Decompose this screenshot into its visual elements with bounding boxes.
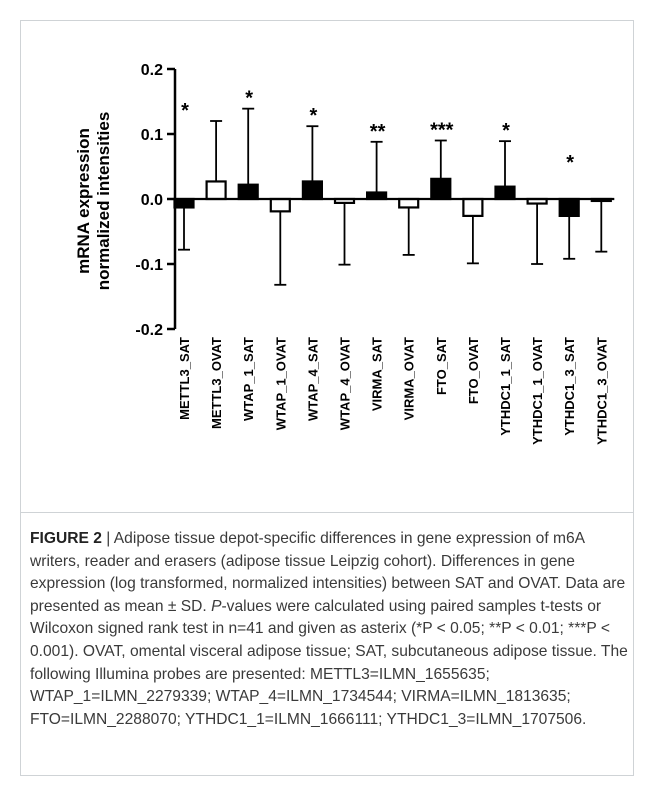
- figure-caption: FIGURE 2 | Adipose tissue depot-specific…: [30, 528, 630, 731]
- x-tick-label: METTL3_OVAT: [209, 337, 224, 429]
- figure-area: mRNA expression normalized intensities -…: [21, 21, 635, 531]
- x-tick-label: WTAP_4_SAT: [305, 337, 320, 421]
- y-tick-label: 0.2: [141, 62, 163, 79]
- significance-label: *: [310, 105, 318, 127]
- y-tick-label: -0.2: [135, 322, 163, 339]
- bar: [430, 177, 452, 201]
- y-axis: -0.2 -0.1 0.0 0.1 0.2: [135, 62, 177, 339]
- figure-label: FIGURE 2: [30, 530, 102, 547]
- y-tick-label: 0.1: [141, 127, 163, 144]
- bars: [173, 177, 612, 217]
- bar: [558, 197, 580, 217]
- figure-frame: mRNA expression normalized intensities -…: [20, 20, 634, 776]
- x-tick-label: FTO_OVAT: [466, 337, 481, 404]
- caption-p-italic: P: [211, 597, 222, 615]
- bar: [205, 180, 227, 201]
- x-tick-label: YTHDC1_3_SAT: [562, 337, 577, 436]
- x-tick-label: WTAP_1_SAT: [241, 337, 256, 421]
- x-tick-label: FTO_SAT: [434, 337, 449, 395]
- y-axis-label-line1: mRNA expression: [74, 128, 93, 274]
- significance-label: **: [370, 121, 386, 143]
- bar: [301, 180, 323, 201]
- x-tick-label: VIRMA_SAT: [370, 337, 385, 411]
- x-tick-label: VIRMA_OVAT: [402, 337, 417, 420]
- x-tick-label: WTAP_1_OVAT: [273, 337, 288, 430]
- bar: [462, 197, 484, 217]
- bar: [237, 183, 259, 201]
- x-tick-label: YTHDC1_1_SAT: [498, 337, 513, 436]
- error-bars: [178, 107, 608, 286]
- x-tick-label: WTAP_4_OVAT: [338, 337, 353, 430]
- bar-chart: mRNA expression normalized intensities -…: [74, 62, 615, 445]
- x-tick-label: YTHDC1_1_OVAT: [530, 337, 545, 445]
- significance-marks: ***** *** **: [181, 88, 574, 174]
- y-axis-label-line2: normalized intensities: [94, 112, 113, 291]
- bar: [494, 185, 516, 201]
- significance-label: *: [502, 120, 510, 142]
- y-tick-label: 0.0: [141, 192, 163, 209]
- x-tick-label: METTL3_SAT: [177, 337, 192, 420]
- bar: [173, 197, 195, 209]
- x-tick-labels: METTL3_SAT METTL3_OVAT WTAP_1_SAT WTAP_1_OV…: [177, 337, 609, 445]
- x-tick-label: YTHDC1_3_OVAT: [594, 337, 609, 445]
- significance-label: *: [566, 152, 574, 174]
- significance-label: *: [245, 88, 253, 110]
- significance-label: *: [181, 100, 189, 122]
- caption-separator: |: [101, 530, 114, 547]
- significance-label: ***: [430, 120, 454, 142]
- y-tick-label: -0.1: [135, 257, 163, 274]
- bar: [398, 197, 420, 209]
- caption-divider: [20, 512, 634, 513]
- caption-text-1: Adipose tissue depot-specific difference…: [30, 530, 626, 615]
- y-axis-label: mRNA expression normalized intensities: [74, 112, 113, 291]
- bar: [269, 197, 291, 213]
- caption-text-2: -values were calculated using paired sam…: [30, 597, 628, 728]
